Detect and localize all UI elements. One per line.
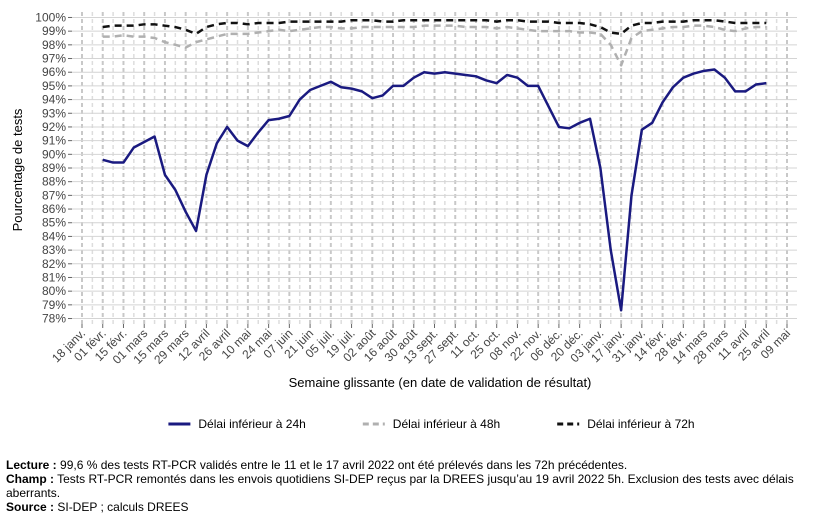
y-tick-label: 90% xyxy=(42,147,66,161)
note-text: Tests RT-PCR remontés dans les envois qu… xyxy=(6,472,794,500)
note-label: Source : xyxy=(6,500,55,514)
y-tick-label: 84% xyxy=(42,229,66,243)
y-tick-label: 82% xyxy=(42,257,66,271)
notes: Lecture : 99,6 % des tests RT-PCR validé… xyxy=(6,458,821,514)
y-tick-label: 92% xyxy=(42,120,66,134)
y-tick-label: 97% xyxy=(42,52,66,66)
x-axis-title: Semaine glissante (en date de validation… xyxy=(289,375,592,390)
y-tick-label: 89% xyxy=(42,161,66,175)
note-label: Champ : xyxy=(6,472,54,486)
note-text: 99,6 % des tests RT-PCR validés entre le… xyxy=(56,458,628,472)
note: Source : SI-DEP ; calculs DREES xyxy=(6,500,821,514)
note: Lecture : 99,6 % des tests RT-PCR validé… xyxy=(6,458,821,472)
y-tick-label: 100% xyxy=(35,10,66,24)
y-tick-label: 91% xyxy=(42,134,66,148)
y-tick-label: 95% xyxy=(42,79,66,93)
y-tick-label: 98% xyxy=(42,38,66,52)
y-tick-label: 81% xyxy=(42,270,66,284)
y-axis-title: Pourcentage de tests xyxy=(10,108,25,231)
y-tick-label: 86% xyxy=(42,202,66,216)
y-tick-label: 85% xyxy=(42,216,66,230)
y-tick-label: 83% xyxy=(42,243,66,257)
y-tick-label: 78% xyxy=(42,312,66,326)
chart: Pourcentage de tests Semaine glissante (… xyxy=(10,10,797,431)
legend-label: Délai inférieur à 48h xyxy=(393,417,500,431)
y-tick-label: 88% xyxy=(42,175,66,189)
note: Champ : Tests RT-PCR remontés dans les e… xyxy=(6,472,821,500)
y-tick-label: 80% xyxy=(42,284,66,298)
y-tick-label: 96% xyxy=(42,65,66,79)
legend-label: Délai inférieur à 24h xyxy=(198,417,305,431)
y-tick-label: 99% xyxy=(42,24,66,38)
legend-label: Délai inférieur à 72h xyxy=(587,417,694,431)
note-text: SI-DEP ; calculs DREES xyxy=(54,500,189,514)
y-tick-label: 87% xyxy=(42,188,66,202)
series-line xyxy=(102,24,767,67)
y-tick-label: 94% xyxy=(42,93,66,107)
note-label: Lecture : xyxy=(6,458,57,472)
y-tick-label: 93% xyxy=(42,106,66,120)
y-tick-label: 79% xyxy=(42,298,66,312)
series-line xyxy=(102,68,767,312)
series-line xyxy=(102,18,767,36)
